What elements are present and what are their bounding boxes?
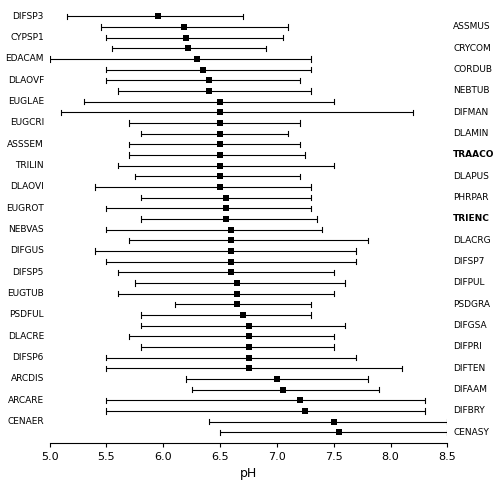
Text: CENASY: CENASY (453, 428, 489, 437)
Text: DIFBRY: DIFBRY (453, 406, 485, 416)
X-axis label: pH: pH (240, 468, 257, 481)
Text: TRIENC: TRIENC (453, 214, 490, 224)
Text: DIFGSA: DIFGSA (453, 321, 486, 330)
Text: EUGTUB: EUGTUB (7, 289, 44, 298)
Text: DLAOVI: DLAOVI (10, 182, 44, 191)
Text: DIFAAM: DIFAAM (453, 385, 487, 394)
Text: DIFSP6: DIFSP6 (12, 353, 44, 362)
Text: EUGROT: EUGROT (6, 204, 44, 213)
Text: DIFGUS: DIFGUS (10, 246, 44, 255)
Text: CRYCOM: CRYCOM (453, 44, 491, 52)
Text: DIFSP3: DIFSP3 (12, 12, 44, 21)
Text: CENAER: CENAER (8, 417, 44, 426)
Text: DLACRE: DLACRE (8, 332, 44, 341)
Text: ASSSEM: ASSSEM (7, 139, 44, 149)
Text: TRILIN: TRILIN (16, 161, 44, 170)
Text: DIFPRI: DIFPRI (453, 342, 482, 351)
Text: DIFPUL: DIFPUL (453, 278, 484, 287)
Text: DIFSP7: DIFSP7 (453, 257, 484, 266)
Text: PHRPAR: PHRPAR (453, 193, 488, 202)
Text: PSDFUL: PSDFUL (10, 311, 44, 319)
Text: EUGCRI: EUGCRI (10, 119, 44, 127)
Text: EDACAM: EDACAM (6, 54, 44, 63)
Text: DIFTEN: DIFTEN (453, 364, 486, 373)
Text: NEBVAS: NEBVAS (8, 225, 44, 234)
Text: TRAACO: TRAACO (453, 150, 494, 159)
Text: ARCARE: ARCARE (8, 396, 44, 405)
Text: EUGLAE: EUGLAE (8, 97, 44, 106)
Text: DIFMAN: DIFMAN (453, 108, 488, 117)
Text: DLACRG: DLACRG (453, 236, 490, 245)
Text: ARCDIS: ARCDIS (10, 374, 44, 383)
Text: CYPSP1: CYPSP1 (10, 33, 44, 42)
Text: PSDGRA: PSDGRA (453, 300, 490, 309)
Text: ASSMUS: ASSMUS (453, 22, 490, 32)
Text: DIFSP5: DIFSP5 (12, 268, 44, 277)
Text: DLAOVF: DLAOVF (8, 76, 44, 85)
Text: NEBTUB: NEBTUB (453, 87, 490, 95)
Text: CORDUB: CORDUB (453, 65, 492, 74)
Text: DLAPUS: DLAPUS (453, 172, 489, 181)
Text: DLAMIN: DLAMIN (453, 129, 488, 138)
